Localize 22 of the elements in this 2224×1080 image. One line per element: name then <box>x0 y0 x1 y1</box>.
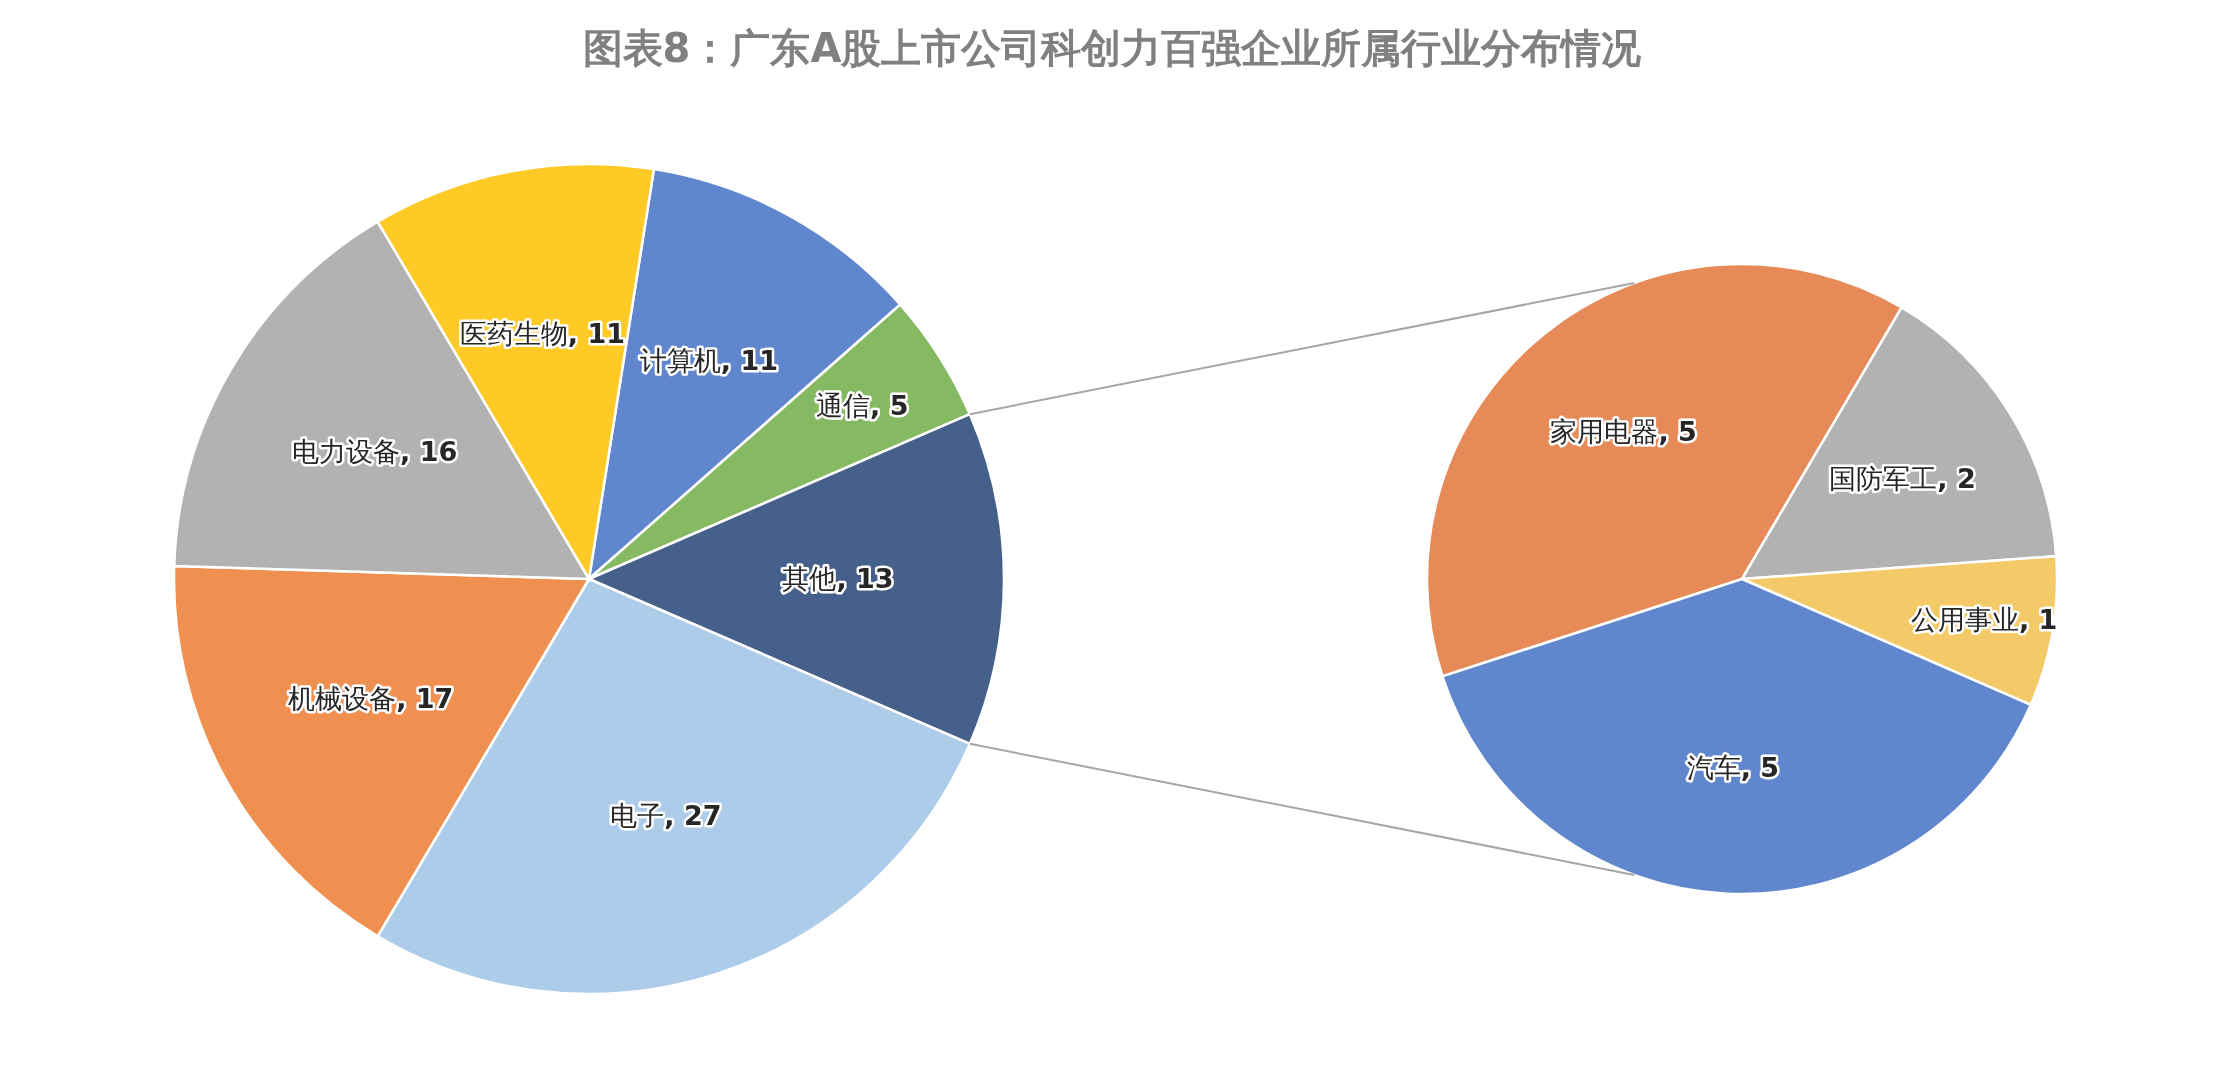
data-label: , 5 <box>1740 751 1780 783</box>
slice-label: 计算机 <box>639 344 721 376</box>
data-label: , 5 <box>870 389 909 421</box>
slice-label: 家用电器 <box>1550 415 1659 447</box>
slice-label: 通信 <box>816 389 871 421</box>
data-label: , 16 <box>400 436 458 468</box>
data-label: , 13 <box>836 563 894 594</box>
data-label: , 11 <box>720 344 779 376</box>
data-label: , 27 <box>664 799 722 831</box>
slice-label: 汽车 <box>1686 751 1741 783</box>
text: 图表8：广东A股上市公司科创力百强企业所属行业分布情况 <box>582 25 1642 71</box>
slice-label: 公用事业 <box>1910 604 2019 636</box>
slice-label: 机械设备 <box>288 682 397 714</box>
data-label: , 17 <box>396 682 454 714</box>
slice-label: 国防军工 <box>1829 463 1938 495</box>
slice-label: 电子 <box>610 799 665 831</box>
data-label: , 2 <box>1937 463 1976 495</box>
slice-label: 电力设备 <box>292 436 401 468</box>
slice-label: 医药生物 <box>459 318 568 350</box>
slice-label: 其他 <box>782 563 837 594</box>
data-label: , 11 <box>567 318 625 350</box>
data-label: , 5 <box>1658 415 1697 447</box>
